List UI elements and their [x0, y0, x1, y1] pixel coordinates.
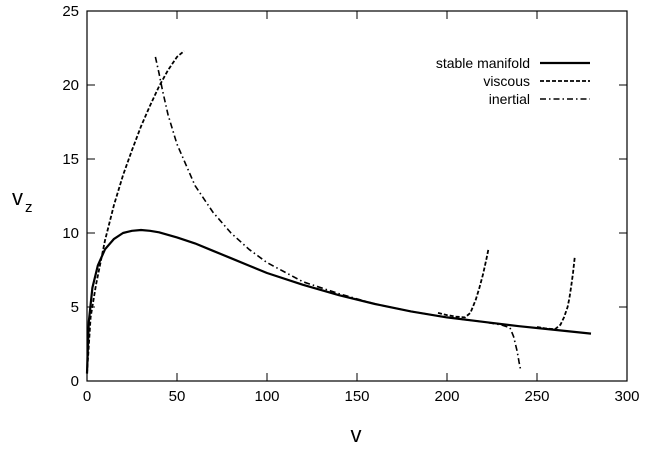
y-axis-label-main: v	[12, 185, 23, 210]
series-line-inertial	[154, 56, 522, 371]
series-line-viscous-branch-2	[536, 256, 576, 331]
series-group	[85, 50, 592, 374]
y-tick-label: 5	[71, 299, 79, 316]
y-tick-label: 0	[71, 373, 79, 390]
y-tick-label: 20	[62, 77, 79, 94]
y-tick-label: 25	[62, 3, 79, 20]
y-axis-label: v z	[12, 185, 33, 216]
series-line-viscous	[86, 50, 185, 374]
legend-label: viscous	[483, 73, 530, 89]
y-tick-label: 10	[62, 225, 79, 242]
series-line-viscous-branch-1	[437, 249, 490, 319]
legend-label: stable manifold	[436, 55, 530, 71]
plot-frame	[86, 10, 628, 382]
legend: stable manifold viscous inertial	[436, 55, 590, 107]
ticks: 0 50 100 150 200 250 300 0 5 10 15 20 25	[62, 3, 639, 405]
x-tick-label: 250	[524, 388, 549, 405]
y-tick-label: 15	[62, 151, 79, 168]
x-tick-label: 300	[614, 388, 639, 405]
x-tick-label: 100	[254, 388, 279, 405]
x-axis-label: v	[351, 422, 362, 447]
series-line-stable-manifold	[85, 228, 592, 374]
y-axis-label-sub: z	[25, 199, 33, 216]
legend-label: inertial	[489, 91, 530, 107]
x-tick-label: 50	[169, 388, 186, 405]
x-tick-label: 0	[83, 388, 91, 405]
x-tick-label: 200	[434, 388, 459, 405]
x-tick-label: 150	[344, 388, 369, 405]
